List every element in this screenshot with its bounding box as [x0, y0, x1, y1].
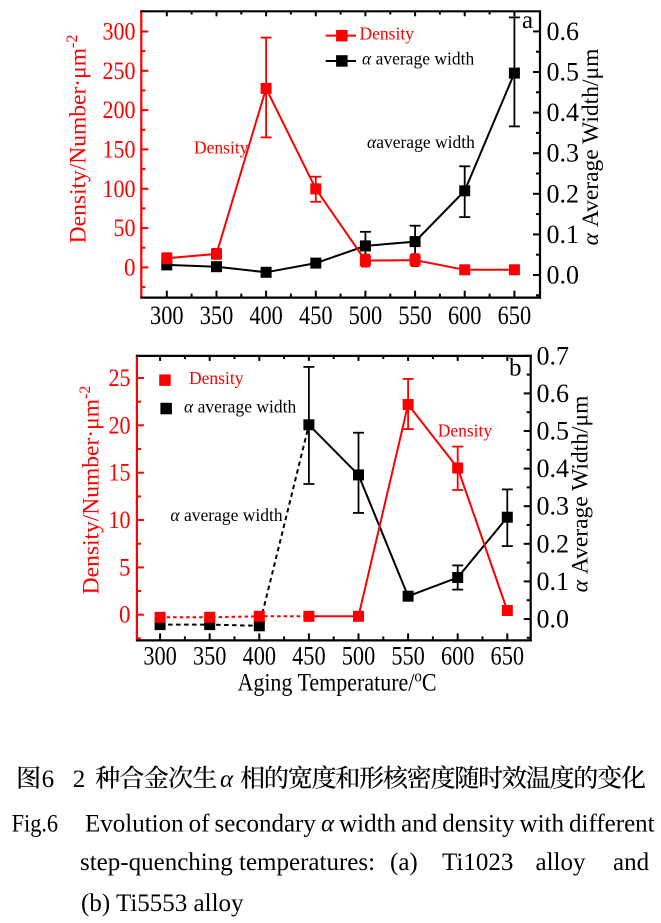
svg-text:a: a — [522, 7, 533, 34]
svg-text:0.0: 0.0 — [537, 605, 570, 634]
svg-text:250: 250 — [103, 58, 136, 85]
svg-text:500: 500 — [349, 301, 383, 330]
svg-text:25: 25 — [109, 365, 131, 392]
svg-text:550: 550 — [391, 642, 425, 671]
svg-text:α average width: α average width — [184, 396, 296, 416]
svg-text:600: 600 — [441, 642, 475, 671]
svg-text:150: 150 — [103, 136, 136, 163]
svg-text:20: 20 — [109, 412, 131, 439]
svg-text:0.5: 0.5 — [547, 58, 580, 87]
svg-text:650: 650 — [498, 301, 532, 330]
svg-text:Density/Number·μm-2: Density/Number·μm-2 — [64, 35, 92, 244]
svg-text:Fig.6: Fig.6 — [12, 811, 59, 838]
svg-text:6: 6 — [42, 766, 55, 793]
svg-text:550: 550 — [398, 301, 432, 330]
svg-text:step-quenching: step-quenching — [80, 849, 233, 876]
svg-text:0.2: 0.2 — [537, 529, 570, 558]
svg-text:600: 600 — [448, 301, 482, 330]
svg-text:(b) Ti5553 alloy: (b) Ti5553 alloy — [81, 890, 244, 917]
svg-text:and: and — [613, 849, 650, 876]
svg-text:α average width: α average width — [362, 49, 474, 69]
svg-text:200: 200 — [103, 97, 136, 124]
svg-text:2: 2 — [73, 766, 86, 793]
svg-text:0: 0 — [124, 254, 136, 281]
svg-text:5: 5 — [119, 554, 131, 581]
svg-text:0.4: 0.4 — [537, 454, 570, 483]
svg-text:temperatures:: temperatures: — [239, 849, 375, 876]
svg-text:0.6: 0.6 — [547, 17, 580, 46]
svg-text:Evolution of secondary α width: Evolution of secondary α width and densi… — [85, 811, 655, 838]
svg-text:500: 500 — [342, 642, 376, 671]
svg-text:300: 300 — [103, 19, 136, 46]
svg-text:(a): (a) — [390, 849, 418, 876]
svg-text:0.2: 0.2 — [547, 179, 580, 208]
svg-text:Density/Number·μm-2: Density/Number·μm-2 — [77, 386, 105, 595]
svg-text:300: 300 — [143, 642, 177, 671]
svg-text:400: 400 — [249, 301, 283, 330]
svg-text:0.1: 0.1 — [547, 220, 580, 249]
svg-text:Density: Density — [189, 368, 244, 388]
svg-text:650: 650 — [491, 642, 525, 671]
svg-text:0: 0 — [119, 602, 131, 629]
svg-text:Density: Density — [438, 421, 493, 441]
svg-text:0.0: 0.0 — [547, 261, 580, 290]
svg-text:Ti1023: Ti1023 — [442, 849, 513, 876]
svg-text:b: b — [509, 355, 522, 382]
svg-text:0.7: 0.7 — [537, 341, 570, 370]
svg-text:α: α — [220, 766, 234, 793]
svg-text:350: 350 — [193, 642, 227, 671]
svg-text:450: 450 — [299, 301, 333, 330]
svg-text:Aging Temperature/oC: Aging Temperature/oC — [237, 668, 436, 697]
svg-text:α Average Width/μm: α Average Width/μm — [578, 49, 604, 246]
svg-text:0.3: 0.3 — [547, 139, 580, 168]
svg-text:0.6: 0.6 — [537, 379, 570, 408]
svg-text:Density: Density — [360, 23, 415, 43]
svg-text:0.3: 0.3 — [537, 492, 570, 521]
svg-text:300: 300 — [150, 301, 184, 330]
svg-text:alloy: alloy — [536, 849, 586, 876]
svg-text:350: 350 — [200, 301, 234, 330]
svg-text:α Average Width/μm: α Average Width/μm — [568, 396, 594, 593]
svg-text:50: 50 — [114, 215, 136, 242]
svg-text:0.4: 0.4 — [547, 98, 580, 127]
svg-text:100: 100 — [103, 176, 136, 203]
svg-text:15: 15 — [109, 460, 131, 487]
svg-text:400: 400 — [243, 642, 277, 671]
svg-text:αaverage width: αaverage width — [367, 132, 475, 152]
svg-text:450: 450 — [292, 642, 326, 671]
svg-text:α average width: α average width — [170, 505, 282, 525]
svg-text:10: 10 — [109, 507, 131, 534]
svg-text:Density: Density — [194, 138, 249, 158]
svg-text:0.1: 0.1 — [537, 567, 570, 596]
svg-text:0.5: 0.5 — [537, 417, 570, 446]
